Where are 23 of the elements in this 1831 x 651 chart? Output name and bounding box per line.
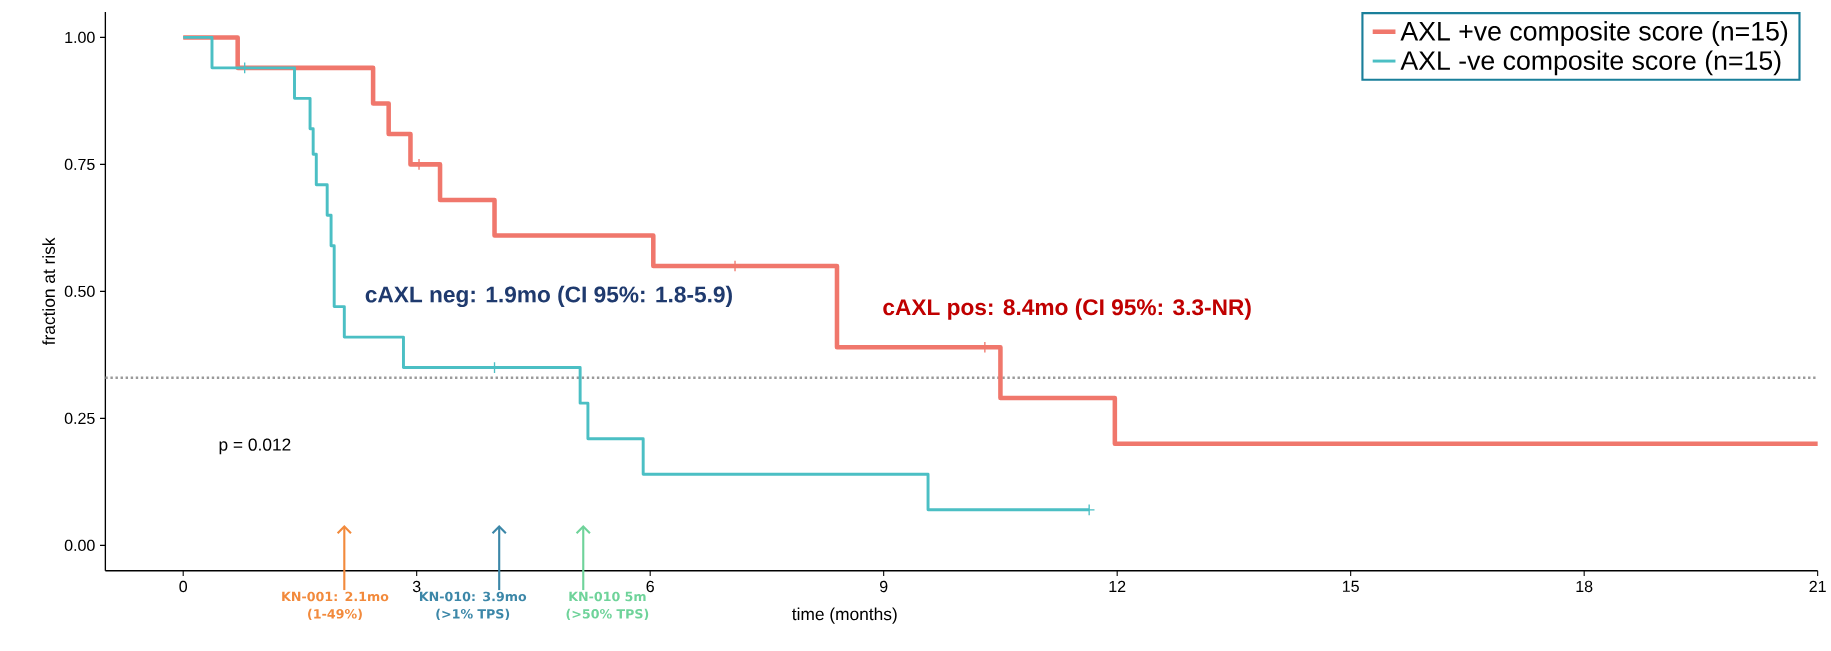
text: KN-010 5m (>50% TPS) — [566, 591, 649, 621]
text: KN-010: 3.9mo (>1% TPS) — [419, 591, 527, 621]
x-tick-label: 21 — [1809, 580, 1826, 593]
y-tick-label: 0.00 — [64, 539, 95, 552]
x-tick-label: 18 — [1576, 580, 1593, 593]
x-tick-label: 15 — [1342, 580, 1359, 593]
x-tick-label: 3 — [412, 580, 421, 593]
x-tick-label: 0 — [179, 580, 188, 593]
y-tick-label: 0.75 — [64, 158, 95, 171]
annotation: cAXL pos: 8.4mo (CI 95%: 3.3-NR) — [883, 298, 1251, 320]
x-axis-title: time (months) — [792, 607, 897, 624]
annotation: p = 0.012 — [219, 438, 291, 455]
x-tick-label: 6 — [646, 580, 654, 593]
legend-label: AXL +ve composite score (n=15) — [1400, 21, 1788, 47]
x-tick-label: 12 — [1109, 580, 1126, 593]
y-axis-title: fraction at risk — [42, 237, 56, 346]
y-tick-label: 1.00 — [65, 31, 95, 44]
y-tick-label: 0.50 — [64, 285, 95, 298]
legend-label: AXL -ve composite score (n=15) — [1400, 50, 1781, 76]
y-tick-label: 0.25 — [64, 412, 95, 425]
annotation: cAXL neg: 1.9mo (CI 95%: 1.8-5.9) — [365, 285, 732, 308]
text: KN-001: 2.1mo (1-49%) — [282, 591, 389, 621]
x-tick-label: 9 — [879, 580, 888, 593]
